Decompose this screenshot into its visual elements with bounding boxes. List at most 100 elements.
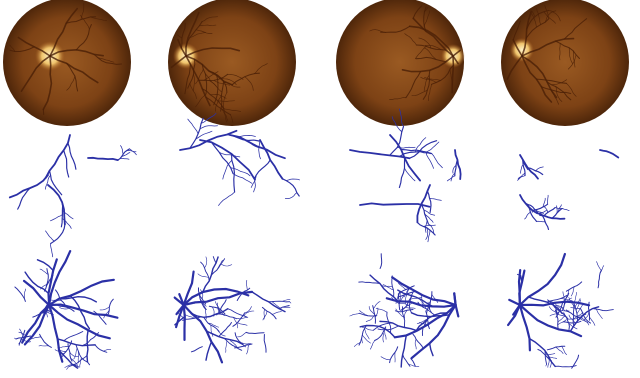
vessel xyxy=(446,175,456,182)
vessel xyxy=(86,329,89,363)
vessel xyxy=(205,308,207,320)
vessel xyxy=(369,274,399,303)
fundus-image xyxy=(168,0,296,126)
vessel xyxy=(567,54,577,70)
vessel xyxy=(268,300,291,303)
vessel xyxy=(580,308,591,324)
vessel xyxy=(422,69,431,100)
vessel xyxy=(548,306,557,314)
vessel xyxy=(246,344,250,355)
vessel xyxy=(263,334,267,353)
vessel xyxy=(229,134,286,160)
vessel xyxy=(222,159,233,180)
vessel xyxy=(185,47,241,57)
vessel xyxy=(64,363,77,368)
vessel xyxy=(424,44,442,50)
vessel xyxy=(32,309,50,318)
vessel xyxy=(587,301,591,321)
vessel-maps xyxy=(8,108,620,370)
vessel xyxy=(227,73,244,80)
vessel xyxy=(524,211,531,220)
vessel xyxy=(205,341,213,361)
fundus-row xyxy=(3,0,629,126)
vessel xyxy=(412,333,424,350)
vessel xyxy=(521,55,553,103)
vessel xyxy=(232,316,238,329)
vessel xyxy=(426,190,432,214)
vessel xyxy=(424,213,434,223)
vessel xyxy=(399,291,401,303)
vessel xyxy=(556,205,558,214)
vessel xyxy=(175,303,185,316)
fundus-image xyxy=(501,0,629,126)
vessel xyxy=(562,291,566,302)
vessel xyxy=(391,276,457,307)
vessel xyxy=(185,11,200,57)
vessel xyxy=(253,159,271,180)
vessel xyxy=(215,301,221,311)
vessel xyxy=(565,82,577,97)
vessel xyxy=(70,358,78,366)
vessel xyxy=(358,325,367,346)
vessel xyxy=(565,309,583,319)
vessel xyxy=(212,256,217,264)
vessel xyxy=(399,108,404,127)
vessel xyxy=(209,94,227,99)
vessel xyxy=(595,308,603,319)
vessel xyxy=(596,261,602,271)
vessel xyxy=(561,306,570,313)
vessel xyxy=(546,81,572,101)
vessel xyxy=(547,299,559,315)
vessel xyxy=(506,55,523,80)
vessel xyxy=(416,318,429,325)
vessel xyxy=(544,353,556,356)
vessel xyxy=(184,314,195,319)
vessel xyxy=(543,206,548,214)
vessel xyxy=(428,223,435,235)
vessel xyxy=(217,307,225,317)
vessel xyxy=(42,55,53,111)
vessel xyxy=(431,294,439,303)
vessel xyxy=(120,145,124,155)
vessel xyxy=(525,18,550,39)
vessel xyxy=(195,68,204,85)
vessel xyxy=(103,309,110,319)
vessel xyxy=(379,320,418,332)
vessel xyxy=(379,253,383,269)
vessel xyxy=(93,53,123,65)
vessel xyxy=(184,63,191,95)
vessel xyxy=(43,274,54,292)
vessel xyxy=(47,184,66,226)
vessel xyxy=(20,55,51,92)
vessel xyxy=(571,354,580,369)
vessel xyxy=(14,286,26,302)
vessel xyxy=(401,306,406,328)
vessel xyxy=(243,310,255,317)
vessel xyxy=(39,268,49,275)
vessel xyxy=(544,5,550,20)
vessel xyxy=(178,293,185,307)
vessel xyxy=(58,349,79,369)
vessel xyxy=(365,315,375,322)
vessel xyxy=(555,86,563,102)
vessel xyxy=(425,301,430,312)
vessel xyxy=(218,152,241,158)
vessel xyxy=(420,76,437,83)
vessel xyxy=(562,292,570,311)
vessel xyxy=(182,303,186,341)
vessel xyxy=(129,148,137,156)
vessel xyxy=(404,33,417,46)
vessel xyxy=(405,306,416,309)
vessel xyxy=(518,303,583,338)
vessel xyxy=(425,227,429,240)
vessel xyxy=(271,301,282,309)
vessel xyxy=(544,349,548,365)
vessel xyxy=(47,258,58,307)
vessel xyxy=(189,32,206,38)
vessel xyxy=(403,309,408,320)
vessel xyxy=(185,55,211,107)
vessel xyxy=(9,46,35,53)
vessel xyxy=(62,340,73,357)
vessel xyxy=(394,309,414,313)
vessel xyxy=(240,342,252,345)
